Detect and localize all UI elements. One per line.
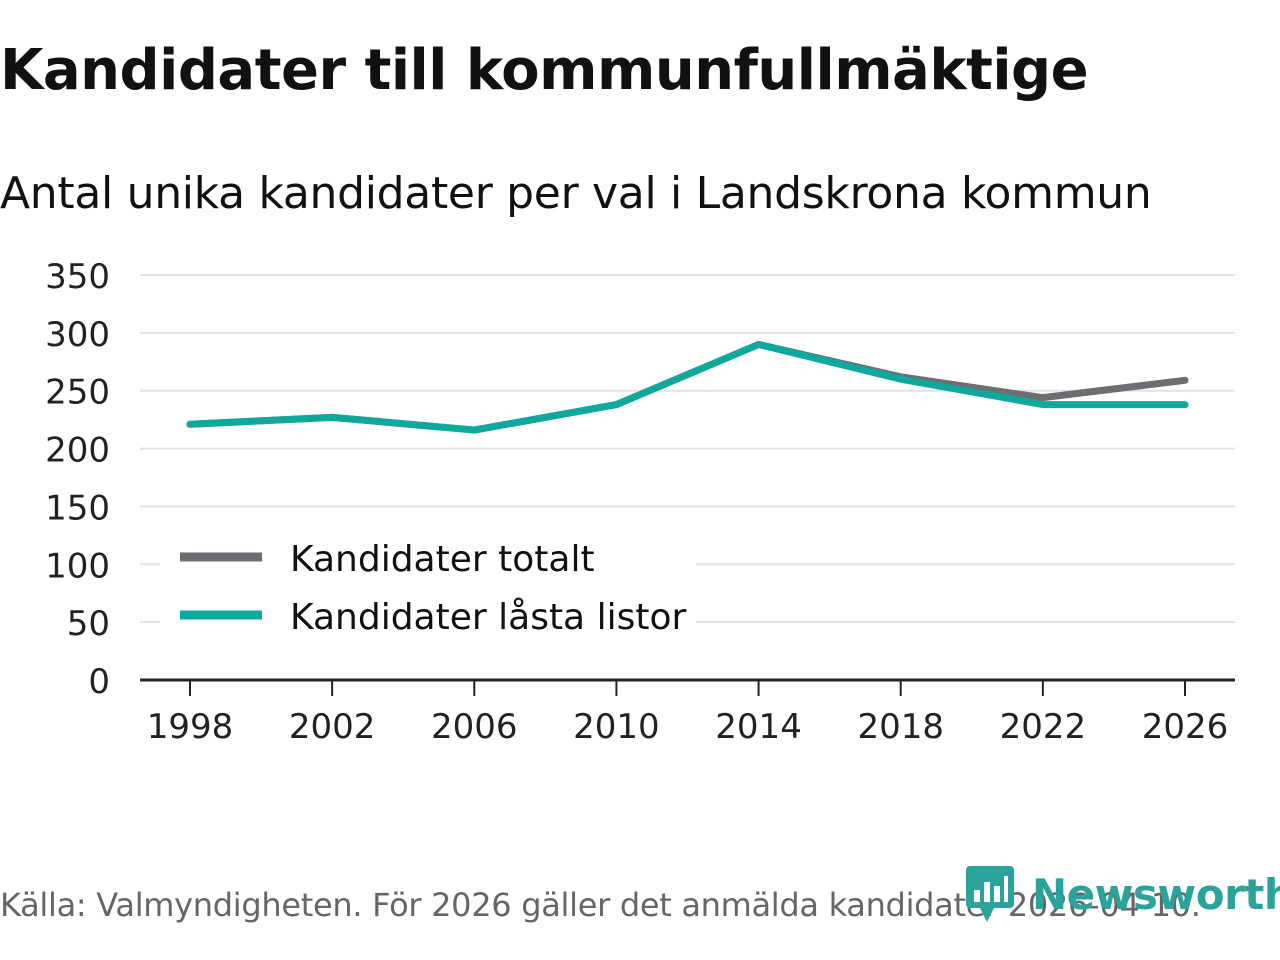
logo-text: Newsworthy (1032, 869, 1280, 919)
y-tick-label-150: 150 (45, 488, 110, 528)
y-tick-label-250: 250 (45, 373, 110, 413)
y-axis-ticks: 0 50 100 150 200 250 300 350 (45, 257, 110, 702)
y-tick-label-300: 300 (45, 315, 110, 355)
x-tick-label-2002: 2002 (289, 707, 376, 747)
data-point-1-2026 (1184, 404, 1186, 406)
data-point-1-2022 (1042, 404, 1044, 406)
y-tick-label-350: 350 (45, 257, 110, 297)
data-point-1-2002 (331, 416, 333, 418)
legend-label-1: Kandidater låsta listor (290, 597, 686, 638)
series-line-1 (186, 340, 1189, 434)
data-point-0-2026 (1184, 379, 1186, 381)
x-tick-label-1998: 1998 (147, 707, 234, 747)
chart-title: Kandidater till kommunfullmäktige (0, 38, 1089, 103)
x-tick-label-2022: 2022 (1000, 707, 1087, 747)
newsworthy-logo-icon (966, 866, 1014, 922)
data-point-1-2014 (758, 343, 760, 345)
legend-background (160, 532, 696, 644)
data-point-1-1998 (189, 423, 191, 425)
y-tick-label-50: 50 (67, 604, 110, 644)
x-tick-label-2014: 2014 (715, 707, 802, 747)
series-lines (186, 340, 1189, 434)
data-point-0-2022 (1042, 397, 1044, 399)
data-point-1-2006 (473, 429, 475, 431)
x-tick-label-2018: 2018 (857, 707, 944, 747)
y-tick-label-0: 0 (88, 662, 110, 702)
y-tick-label-200: 200 (45, 431, 110, 471)
legend-label-0: Kandidater totalt (290, 539, 595, 580)
chart-subtitle: Antal unika kandidater per val i Landskr… (0, 168, 1152, 219)
x-axis: 1998 2002 2006 2010 2014 2018 2022 2026 (140, 678, 1235, 747)
x-tick-label-2006: 2006 (431, 707, 518, 747)
y-tick-label-100: 100 (45, 546, 110, 586)
x-tick-label-2010: 2010 (573, 707, 660, 747)
data-point-1-2010 (615, 404, 617, 406)
data-point-1-2018 (900, 378, 902, 380)
x-tick-label-2026: 2026 (1142, 707, 1229, 747)
newsworthy-logo[interactable]: Newsworthy (964, 864, 1280, 924)
legend: Kandidater totalt Kandidater låsta listor (160, 532, 696, 644)
